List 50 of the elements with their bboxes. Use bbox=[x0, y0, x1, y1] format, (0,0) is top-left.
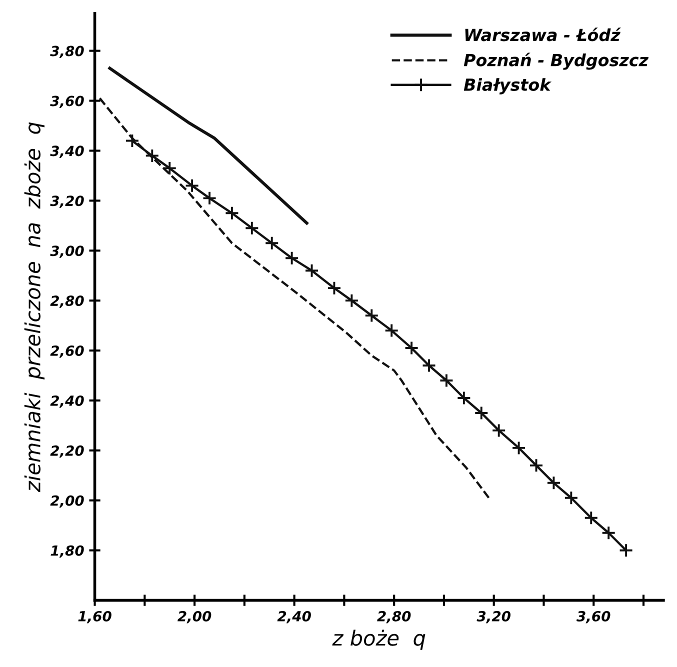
y-axis-title: ziemniaki przeliczone na zboże q bbox=[24, 122, 45, 492]
x-axis-title: z boże q bbox=[332, 630, 426, 650]
point bbox=[327, 280, 342, 296]
point bbox=[364, 308, 379, 323]
point bbox=[344, 293, 359, 308]
legend-label: Warszawa - Łódź bbox=[465, 28, 621, 42]
point bbox=[422, 358, 436, 373]
y-tick-label: 2,20 bbox=[50, 445, 84, 458]
y-tick-label: 3,00 bbox=[50, 246, 84, 258]
point bbox=[264, 236, 280, 250]
point bbox=[144, 148, 160, 163]
point bbox=[456, 390, 472, 406]
point bbox=[584, 510, 598, 526]
point bbox=[492, 423, 506, 438]
x-tick-label: 1,60 bbox=[78, 610, 112, 624]
x-tick-label: 2,00 bbox=[178, 610, 212, 624]
y-tick-label: 2,40 bbox=[50, 395, 84, 408]
point bbox=[244, 220, 260, 236]
x-tick-label: 3,60 bbox=[576, 610, 610, 624]
y-tick-label: 3,40 bbox=[50, 146, 84, 158]
point bbox=[284, 250, 300, 266]
line-series bbox=[108, 66, 308, 225]
point bbox=[512, 440, 526, 456]
point bbox=[439, 373, 454, 388]
point bbox=[304, 263, 319, 278]
point bbox=[162, 160, 177, 176]
point bbox=[564, 490, 578, 506]
legend-label: Poznań - Bydgoszcz bbox=[464, 52, 649, 70]
x-tick-label: 2,80 bbox=[377, 610, 411, 624]
y-tick-label: 3,20 bbox=[50, 196, 84, 208]
point bbox=[184, 178, 200, 193]
point bbox=[224, 206, 240, 220]
legend-label: Białystok bbox=[464, 78, 552, 94]
y-tick-label: 2,60 bbox=[50, 346, 84, 358]
y-tick-label: 2,00 bbox=[50, 495, 84, 508]
point bbox=[124, 133, 140, 148]
point bbox=[404, 340, 419, 356]
y-tick-label: 3,60 bbox=[50, 96, 84, 108]
y-tick-label: 3,80 bbox=[50, 46, 84, 58]
y-tick-label: 1,80 bbox=[50, 545, 84, 558]
point bbox=[601, 526, 616, 540]
point bbox=[618, 543, 634, 558]
x-tick-label: 3,20 bbox=[476, 610, 510, 624]
y-tick-label: 2,80 bbox=[50, 296, 84, 308]
point bbox=[384, 323, 399, 338]
point bbox=[202, 190, 217, 206]
x-tick-label: 2,40 bbox=[277, 610, 311, 624]
point bbox=[529, 458, 544, 473]
point bbox=[474, 406, 489, 420]
point bbox=[546, 476, 561, 490]
